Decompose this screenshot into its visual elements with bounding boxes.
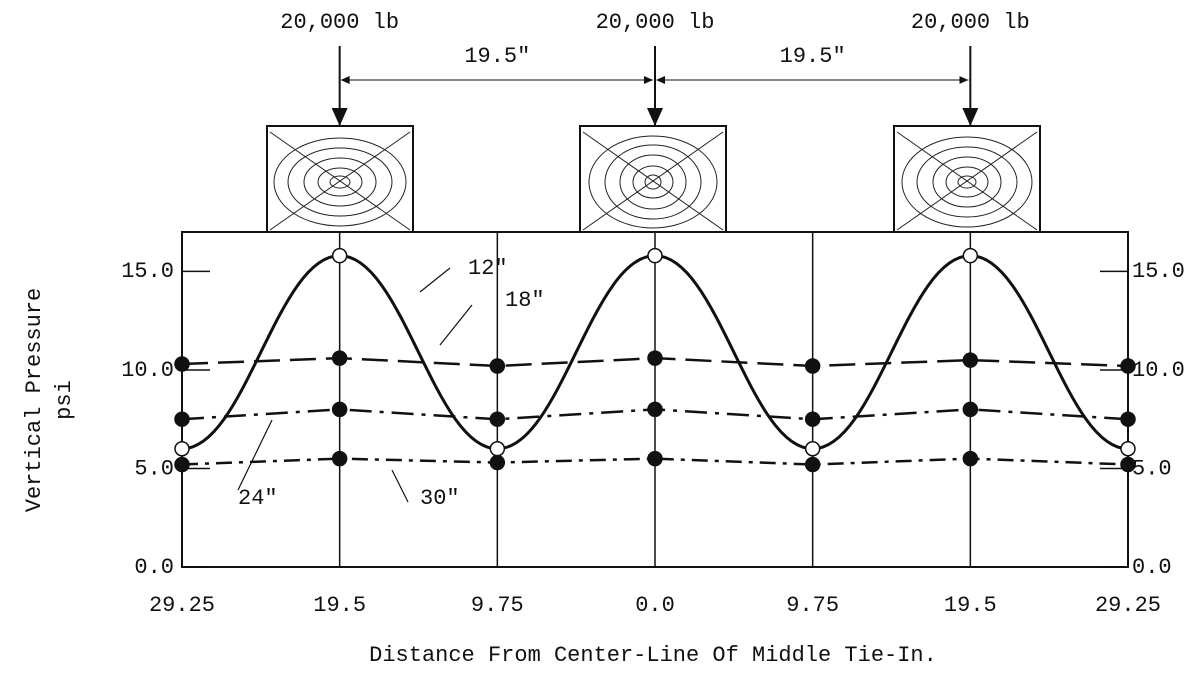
ties [266,125,1041,233]
point [962,450,979,467]
label-leader [391,469,409,503]
point [647,401,663,418]
point [331,450,348,467]
dimension-label: 19.5" [464,44,530,69]
label-leader [237,419,273,491]
point [331,247,348,264]
y-label: psi [52,380,77,420]
dimension-label: 19.5" [780,44,846,69]
x-tick-label: 0.0 [635,593,675,618]
point [1120,358,1136,374]
point [647,247,663,264]
y2-tick-label: 5.0 [1132,456,1172,481]
x-tick-label: 29.25 [1095,593,1161,618]
point [331,350,348,366]
series-label: 12" [468,256,508,281]
point [331,401,348,418]
point [1120,456,1136,473]
point [1120,441,1136,457]
load-label: 20,000 lb [280,10,399,35]
x-tick-label: 29.25 [149,593,215,618]
y-tick-label: 10.0 [121,358,174,383]
load-label: 20,000 lb [911,10,1030,35]
point [804,411,821,427]
label-leader [439,304,473,346]
point [647,350,663,366]
point [962,352,979,368]
load-label: 20,000 lb [596,10,715,35]
point [489,454,506,471]
tie [893,125,1041,233]
x-label: Distance From Center-Line Of Middle Tie-… [369,643,937,668]
point [489,411,506,427]
label-leader [419,267,451,293]
y2-tick-label: 0.0 [1132,555,1172,580]
y-label: Vertical Pressure [22,288,47,512]
point [647,450,663,467]
y-tick-label: 0.0 [134,555,174,580]
series-label: 18" [505,288,545,313]
point [174,411,190,427]
point [962,247,979,264]
point [1120,411,1136,427]
point [962,401,979,418]
x-tick-label: 19.5 [313,593,366,618]
tie [266,125,414,233]
point [174,456,190,473]
tie [579,125,727,233]
x-tick-label: 9.75 [471,593,524,618]
point [804,456,821,473]
point [489,358,506,374]
y-tick-label: 5.0 [134,456,174,481]
y-tick-label: 15.0 [121,259,174,284]
x-tick-label: 19.5 [944,593,997,618]
point [174,441,190,457]
point [804,441,821,457]
x-tick-label: 9.75 [786,593,839,618]
series-label: 24" [238,486,278,511]
series-label: 30" [420,486,460,511]
point [804,358,821,374]
point [489,441,506,457]
y2-tick-label: 10.0 [1132,358,1185,383]
point [174,356,190,372]
y2-tick-label: 15.0 [1132,259,1185,284]
